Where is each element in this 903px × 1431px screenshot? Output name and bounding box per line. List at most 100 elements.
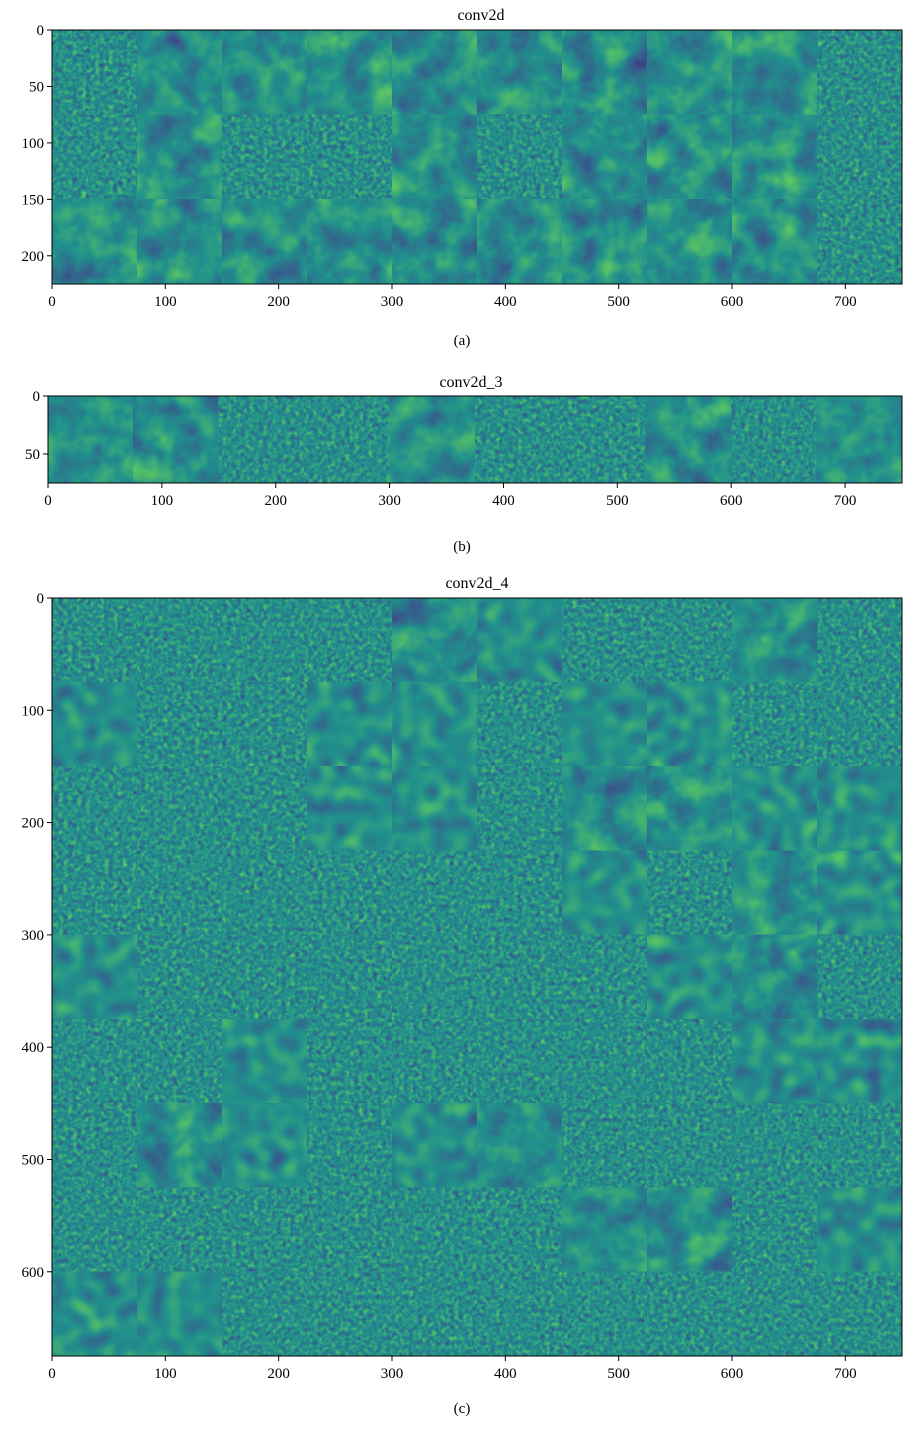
feature-map-tile <box>477 1271 563 1357</box>
feature-map-tile <box>647 598 733 683</box>
feature-map-tile <box>304 396 391 484</box>
y-tick-label: 500 <box>22 1152 45 1168</box>
x-tick-label: 0 <box>48 1366 56 1382</box>
feature-map-tile <box>732 199 818 285</box>
feature-map-tile <box>392 850 478 936</box>
feature-map-tile <box>137 1019 223 1104</box>
feature-map-tile <box>389 396 476 484</box>
feature-map-tile <box>647 1019 733 1104</box>
feature-map-tile <box>477 682 563 767</box>
feature-map-tile <box>477 934 563 1020</box>
x-tick-label: 500 <box>606 493 629 509</box>
feature-map-tile <box>137 598 223 683</box>
feature-map-tile <box>392 766 478 852</box>
feature-map-tile <box>647 682 733 767</box>
x-tick-label: 600 <box>721 294 744 310</box>
feature-map-tile <box>307 1271 393 1357</box>
feature-map-tile <box>817 30 903 116</box>
x-tick-label: 100 <box>151 493 174 509</box>
feature-map-tile <box>392 934 478 1020</box>
feature-map-tile <box>475 396 561 484</box>
feature-map-tile <box>307 1103 393 1189</box>
feature-map-tile <box>647 114 733 200</box>
feature-map-tile <box>562 30 648 116</box>
feature-map-tile <box>647 766 733 852</box>
feature-map-tile <box>222 1103 308 1189</box>
feature-map-tile <box>732 598 818 683</box>
y-tick-label: 200 <box>22 816 45 832</box>
feature-map-tile <box>817 114 903 200</box>
x-tick-label: 700 <box>834 493 857 509</box>
feature-map-tile <box>392 30 478 116</box>
feature-map-tile <box>52 1019 138 1104</box>
feature-map-tile <box>307 766 393 852</box>
feature-map-tile <box>222 30 308 116</box>
feature-map-tile <box>52 199 138 285</box>
feature-map-tile <box>732 30 818 116</box>
x-tick-label: 400 <box>494 294 517 310</box>
feature-map-tile <box>392 682 478 767</box>
feature-map-tile <box>731 396 818 484</box>
x-tick-label: 500 <box>607 1366 630 1382</box>
panel-c-x-axis: 0 100 200 300 400 500 600 700 <box>48 1356 857 1382</box>
feature-map-tile <box>817 766 903 852</box>
feature-map-tile <box>817 850 903 936</box>
feature-map-tile <box>647 1103 733 1189</box>
feature-map-tile <box>307 114 393 200</box>
feature-map-tile <box>817 1271 903 1357</box>
feature-map-tile <box>222 1019 308 1104</box>
panel-b-x-axis: 0 100 200 300 400 500 600 700 <box>44 483 856 509</box>
feature-map-tile <box>137 1271 223 1357</box>
feature-map-tile <box>560 396 647 484</box>
feature-map-tile <box>817 1187 903 1273</box>
feature-map-tile <box>392 598 478 683</box>
feature-map-tile <box>222 1271 308 1357</box>
x-tick-label: 400 <box>494 1366 517 1382</box>
panel-b-axes-frame <box>47 395 903 484</box>
x-tick-label: 600 <box>720 493 743 509</box>
feature-map-tile <box>392 1019 478 1104</box>
feature-map-tile <box>392 1103 478 1189</box>
feature-map-tile <box>477 850 563 936</box>
feature-map-tile <box>52 766 138 852</box>
feature-map-tile <box>222 114 308 200</box>
x-tick-label: 400 <box>492 493 515 509</box>
panel-a-title: conv2d <box>457 7 504 24</box>
y-tick-label: 50 <box>29 79 44 95</box>
y-tick-label: 0 <box>33 389 41 405</box>
feature-map-tile <box>477 1187 563 1273</box>
feature-map-tile <box>222 1187 308 1273</box>
y-tick-label: 300 <box>22 928 45 944</box>
y-tick-label: 0 <box>37 23 45 39</box>
feature-map-tile <box>48 396 134 484</box>
panel-b-title: conv2d_3 <box>439 374 502 391</box>
feature-map-tile <box>562 934 648 1020</box>
feature-map-tile <box>732 1019 818 1104</box>
feature-map-tile <box>816 396 903 484</box>
feature-map-tile <box>52 598 138 683</box>
x-tick-label: 200 <box>267 1366 290 1382</box>
feature-map-tile <box>222 766 308 852</box>
y-tick-label: 100 <box>22 136 45 152</box>
feature-map-tile <box>817 598 903 683</box>
x-tick-label: 200 <box>267 294 290 310</box>
feature-map-tile <box>732 682 818 767</box>
x-tick-label: 300 <box>381 1366 404 1382</box>
y-tick-label: 200 <box>22 249 45 265</box>
feature-map-tile <box>137 199 223 285</box>
y-tick-label: 50 <box>25 447 40 463</box>
feature-map-tile <box>52 1103 138 1189</box>
feature-map-tile <box>732 766 818 852</box>
feature-map-tile <box>137 114 223 200</box>
feature-map-tile <box>732 934 818 1020</box>
panel-a-x-axis: 0 100 200 300 400 500 600 700 <box>48 284 857 310</box>
feature-map-tile <box>477 199 563 285</box>
feature-map-tile <box>52 30 138 116</box>
feature-map-tile <box>52 682 138 767</box>
feature-map-tile <box>307 934 393 1020</box>
panel-c: conv2d_4 0 100 200 300 400 500 600 700 0 100 200 3… <box>22 575 903 1417</box>
y-tick-label: 150 <box>22 192 45 208</box>
feature-map-tile <box>52 850 138 936</box>
feature-map-tile <box>133 396 220 484</box>
